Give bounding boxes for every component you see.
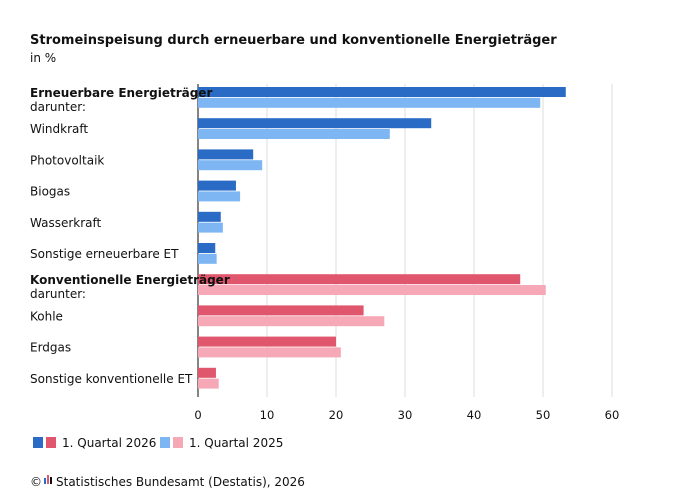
bar [198,180,236,191]
bar [198,87,566,97]
category-label: Biogas [30,185,70,199]
category-label: Kohle [30,309,63,323]
category-label: Sonstige konventionelle ET [30,372,193,386]
bar [198,149,254,160]
source-text: Statistisches Bundesamt (Destatis), 2026 [56,475,305,489]
bar [198,347,341,358]
bar [198,316,385,327]
category-labels: Erneuerbare Energieträgerdarunter:Windkr… [30,86,230,386]
category-label: Erdgas [30,341,71,355]
bar [198,222,223,233]
legend: 1. Quartal 2026 1. Quartal 2025 [33,436,283,450]
x-tick-label: 50 [536,408,551,422]
bar [198,243,216,253]
legend-label: 1. Quartal 2026 [62,436,156,450]
category-label: Konventionelle Energieträger [30,273,230,287]
x-tick-label: 60 [605,408,620,422]
x-tick-label: 30 [398,408,413,422]
category-label: Windkraft [30,122,88,136]
x-tick-label: 40 [467,408,482,422]
copyright-symbol: © [30,475,42,489]
category-label: Wasserkraft [30,216,102,230]
legend-swatch [46,437,56,448]
bar [198,274,521,285]
bar [198,336,336,347]
bar [198,305,364,316]
bar [198,191,241,202]
category-label: Sonstige erneuerbare ET [30,247,179,261]
chart-subtitle: in % [30,51,56,65]
x-tick-labels: 0 10 20 30 40 50 60 [194,408,619,422]
bar [198,160,263,171]
legend-swatch [33,437,43,448]
source: © Statistisches Bundesamt (Destatis), 20… [30,475,305,489]
x-tick-label: 10 [260,408,275,422]
bar [198,367,216,378]
category-sublabel: darunter: [30,287,86,301]
category-label: Photovoltaik [30,153,104,167]
x-tick-label: 20 [329,408,344,422]
bar [198,97,541,108]
bars [198,87,566,389]
legend-swatch [173,437,183,448]
x-tick-label: 0 [194,408,201,422]
chart-title: Stromeinspeisung durch erneuerbare und k… [30,33,557,48]
category-sublabel: darunter: [30,100,86,114]
legend-swatch [160,437,170,448]
bar [198,378,219,389]
bar [198,129,390,139]
bar [198,118,432,129]
category-label: Erneuerbare Energieträger [30,86,212,100]
bar [198,285,546,295]
destatis-logo-icon [44,475,52,484]
bar [198,253,217,264]
legend-label: 1. Quartal 2025 [189,436,283,450]
bar [198,211,221,222]
